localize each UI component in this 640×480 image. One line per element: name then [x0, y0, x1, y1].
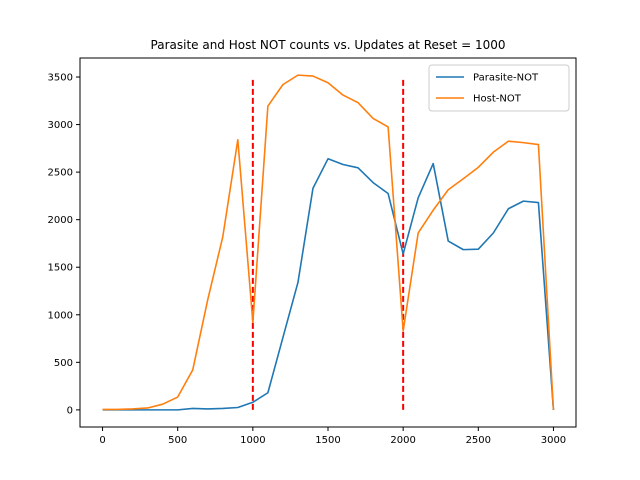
y-tick-label: 1000 [48, 310, 73, 321]
series-lines [102, 74, 555, 411]
x-tick-label: 1500 [315, 435, 340, 446]
y-tick-label: 3500 [48, 73, 73, 84]
y-tick-label: 1500 [48, 263, 73, 274]
y-tick-label: 2500 [48, 168, 73, 179]
x-tick-label: 500 [168, 435, 187, 446]
legend-label-parasite-not: Parasite-NOT [473, 73, 539, 84]
y-axis: 0 500 1000 1500 2000 2500 3000 3500 [48, 73, 80, 416]
series-line-host-not [102, 74, 555, 411]
y-tick-label: 2000 [48, 215, 73, 226]
x-axis: 0 500 1000 1500 2000 2500 3000 [99, 427, 566, 446]
legend: Parasite-NOT Host-NOT [428, 64, 570, 112]
y-tick-label: 3000 [48, 120, 73, 131]
x-tick-label: 2500 [466, 435, 491, 446]
legend-label-host-not: Host-NOT [473, 94, 522, 105]
plot-area [80, 58, 576, 427]
reset-lines [251, 78, 405, 410]
x-tick-label: 3000 [541, 435, 566, 446]
series-line-parasite-not [102, 158, 555, 411]
x-tick-label: 1000 [240, 435, 265, 446]
x-tick-label: 2000 [390, 435, 415, 446]
chart-title: Parasite and Host NOT counts vs. Updates… [151, 38, 506, 52]
x-tick-label: 0 [99, 435, 105, 446]
y-tick-label: 500 [54, 358, 73, 369]
y-tick-label: 0 [67, 405, 73, 416]
